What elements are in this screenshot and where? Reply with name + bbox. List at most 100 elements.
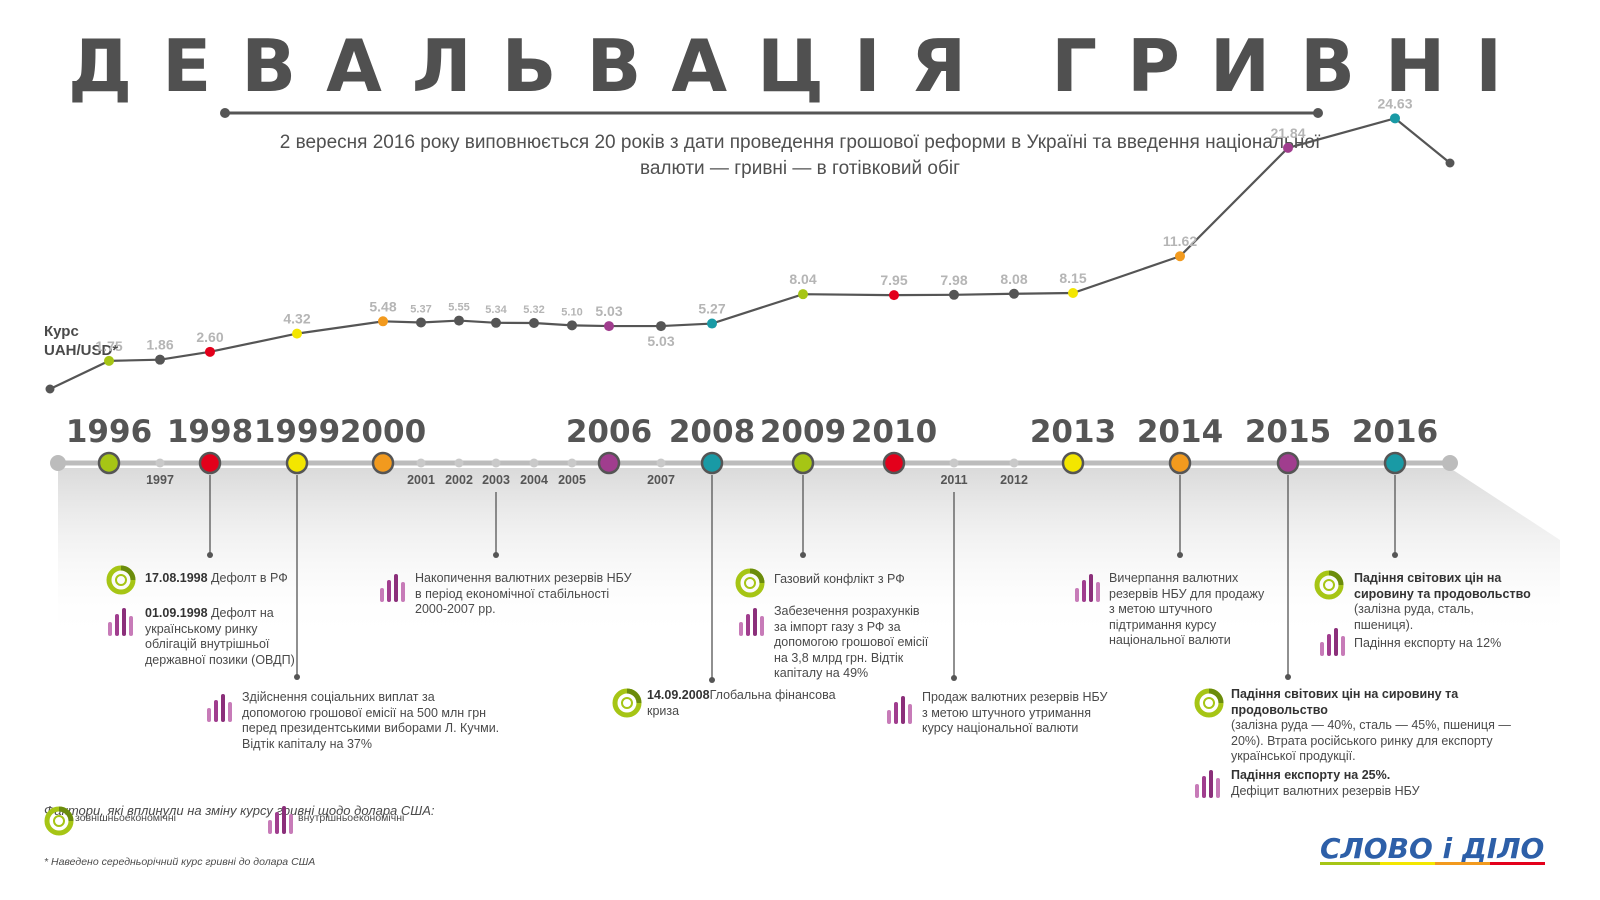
year-label-1996: 1996 bbox=[66, 414, 152, 450]
year-label-2013: 2013 bbox=[1030, 414, 1116, 450]
event-1998-1: 01.09.1998 Дефолт на українському ринку … bbox=[145, 606, 295, 668]
event-2003-3: Накопичення валютних резервів НБУ в пері… bbox=[415, 571, 640, 618]
rate-point-2004 bbox=[529, 318, 539, 329]
rate-point-1996 bbox=[104, 355, 114, 366]
rate-point-2007 bbox=[656, 321, 666, 332]
event-text: Дефіцит валютних резервів НБУ bbox=[1231, 783, 1420, 798]
year-marker-2006 bbox=[597, 451, 621, 475]
rate-label-1998: 2.60 bbox=[196, 329, 223, 345]
internal-factor-icon bbox=[1318, 626, 1350, 658]
rate-label-2008: 5.27 bbox=[698, 301, 725, 317]
year-label-2011: 2011 bbox=[940, 473, 967, 487]
year-label-2005: 2005 bbox=[558, 473, 586, 487]
connector-dot-1998 bbox=[207, 552, 213, 558]
rate-point-2016 bbox=[1390, 113, 1400, 124]
year-marker-2010 bbox=[882, 451, 906, 475]
logo-stripe-red bbox=[1490, 862, 1545, 865]
rate-point-2015 bbox=[1283, 142, 1293, 153]
connector-dot-2008 bbox=[709, 677, 715, 683]
event-date: Падіння експорту на 25%. bbox=[1231, 768, 1391, 782]
year-label-2014: 2014 bbox=[1137, 414, 1223, 450]
connector-dot-2016 bbox=[1392, 552, 1398, 558]
logo-text: СЛОВО і ДІЛО bbox=[1320, 832, 1544, 865]
rate-label-2006: 5.03 bbox=[595, 303, 622, 319]
rate-label-2004: 5.32 bbox=[523, 304, 544, 316]
legend-internal-label: внутрішньоекономічні bbox=[298, 812, 405, 824]
external-factor-icon bbox=[735, 568, 765, 598]
rate-label-2015: 21.84 bbox=[1270, 125, 1305, 141]
event-date: 01.09.1998 bbox=[145, 606, 208, 620]
event-text: (залізна руда — 40%, сталь — 45%, пшениц… bbox=[1231, 718, 1511, 763]
event-text: Накопичення валютних резервів НБУ в пері… bbox=[415, 571, 632, 616]
rate-point-2008 bbox=[707, 318, 717, 329]
year-marker-1999 bbox=[285, 451, 309, 475]
connector-dot-2014 bbox=[1177, 552, 1183, 558]
rate-point-2000 bbox=[378, 316, 388, 327]
year-marker-1998 bbox=[198, 451, 222, 475]
event-text: Продаж валютних резервів НБУ з метою шту… bbox=[922, 690, 1108, 735]
rate-label-2007: 5.03 bbox=[647, 333, 674, 349]
rate-label-2016: 24.63 bbox=[1377, 95, 1412, 111]
rate-label-2012: 8.08 bbox=[1000, 271, 1027, 287]
internal-factor-icon bbox=[885, 694, 917, 726]
year-marker-2016 bbox=[1383, 451, 1407, 475]
year-tick-2004 bbox=[529, 458, 539, 468]
connector-dot-1999 bbox=[294, 674, 300, 680]
title-rule-end bbox=[1313, 108, 1323, 118]
connector-dot-2011 bbox=[951, 675, 957, 681]
rate-point-2001 bbox=[416, 317, 426, 328]
rate-point-2009 bbox=[798, 289, 808, 300]
year-label-2006: 2006 bbox=[566, 414, 652, 450]
year-marker-1996 bbox=[97, 451, 121, 475]
event-text: Дефолт в РФ bbox=[207, 571, 288, 585]
event-2016-10: Падіння експорту на 12% bbox=[1354, 636, 1534, 652]
rate-line-end bbox=[1445, 158, 1455, 168]
timeline-shadow-area bbox=[58, 468, 1560, 640]
event-text: Здійснення соціальних виплат за допомого… bbox=[242, 690, 500, 751]
year-tick-2012 bbox=[1009, 458, 1019, 468]
year-marker-2009 bbox=[791, 451, 815, 475]
year-tick-2002 bbox=[454, 458, 464, 468]
rate-label-2001: 5.37 bbox=[410, 303, 431, 315]
rate-label-2000: 5.48 bbox=[369, 298, 396, 314]
external-factor-icon bbox=[44, 806, 74, 836]
logo-stripe-orange bbox=[1435, 862, 1490, 865]
year-marker-2015 bbox=[1276, 451, 1300, 475]
rate-label-2005: 5.10 bbox=[561, 306, 582, 318]
internal-factor-icon bbox=[1073, 572, 1105, 604]
rate-point-2005 bbox=[567, 320, 577, 331]
title-rule-start bbox=[220, 108, 230, 118]
event-connectors bbox=[207, 475, 1398, 683]
rate-label-2010: 7.95 bbox=[880, 272, 907, 288]
connector-dot-2009 bbox=[800, 552, 806, 558]
rate-label-1997: 1.86 bbox=[146, 337, 173, 353]
exchange-rate-line: 1.75 1.86 2.60 4.32 5.48 5.37 5.55 5.34 5.32 5.10… bbox=[45, 95, 1455, 394]
timeline-axis: 1996 1997 1998 1999 2000 2001 2002 2003 2004 2005… bbox=[50, 414, 1458, 487]
event-text: (залізна руда, сталь, пшениця). bbox=[1354, 602, 1474, 632]
legend-external-label: зовнішньоекономічні bbox=[75, 812, 176, 824]
rate-label-2003: 5.34 bbox=[485, 304, 507, 316]
event-date: Падіння світових цін на сировину та прод… bbox=[1231, 687, 1459, 717]
rate-label-2014: 11.62 bbox=[1163, 233, 1197, 249]
year-label-2009: 2009 bbox=[760, 414, 846, 450]
year-label-2001: 2001 bbox=[407, 473, 435, 487]
footnote: * Наведено середньорічний курс гривні до… bbox=[44, 856, 316, 868]
internal-factor-icon bbox=[737, 606, 769, 638]
event-text: Падіння експорту на 12% bbox=[1354, 636, 1502, 650]
rate-point-1998 bbox=[205, 346, 215, 357]
event-2015-12: Падіння експорту на 25%. Дефіцит валютних… bbox=[1231, 768, 1461, 799]
logo-stripe-green bbox=[1320, 862, 1380, 865]
year-label-2004: 2004 bbox=[520, 473, 548, 487]
rate-point-2013 bbox=[1068, 288, 1078, 299]
event-date: 14.09.2008 bbox=[647, 688, 710, 702]
event-text: Дефолт на українському ринку облігацій в… bbox=[145, 606, 295, 667]
internal-factor-icon bbox=[378, 572, 410, 604]
year-tick-2005 bbox=[567, 458, 577, 468]
rate-point-1999 bbox=[292, 328, 302, 339]
year-tick-2007 bbox=[656, 458, 666, 468]
year-marker-2000 bbox=[371, 451, 395, 475]
event-2014-8: Вичерпання валютних резервів НБУ для про… bbox=[1109, 571, 1269, 649]
rate-point-2003 bbox=[491, 317, 501, 328]
external-factor-icon bbox=[612, 688, 642, 718]
